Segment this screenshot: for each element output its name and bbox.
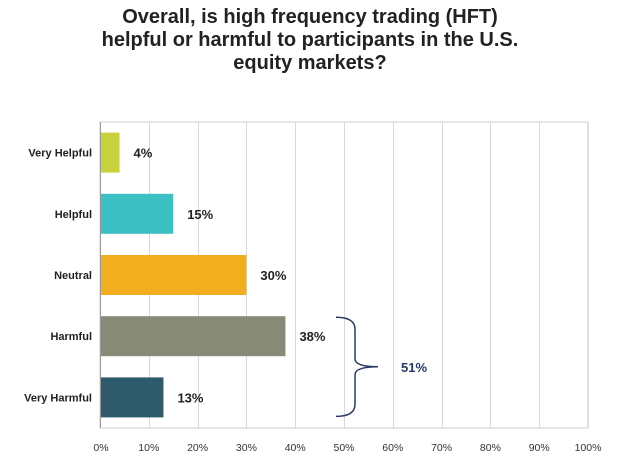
- value-label: 4%: [134, 146, 153, 161]
- bar: [101, 377, 164, 418]
- bar: [101, 132, 120, 173]
- category-label: Helpful: [55, 209, 92, 221]
- value-label: 15%: [187, 207, 213, 222]
- value-label: 30%: [260, 268, 286, 283]
- chart-title: Overall, is high frequency trading (HFT)…: [60, 6, 560, 75]
- x-tick-label: 40%: [285, 442, 306, 454]
- bracket-annotation: [335, 316, 379, 418]
- x-tick-label: 70%: [431, 442, 452, 454]
- bracket-label: 51%: [401, 360, 427, 375]
- x-tick-label: 50%: [333, 442, 354, 454]
- chart-title-line-1: Overall, is high frequency trading (HFT): [122, 6, 498, 28]
- x-tick-label: 0%: [93, 442, 108, 454]
- value-label: 38%: [299, 329, 325, 344]
- x-tick-label: 60%: [382, 442, 403, 454]
- x-tick-label: 80%: [480, 442, 501, 454]
- x-tick-label: 10%: [138, 442, 159, 454]
- category-label: Very Harmful: [24, 392, 92, 404]
- x-tick-label: 30%: [236, 442, 257, 454]
- chart-title-line-2: helpful or harmful to participants in th…: [101, 29, 519, 51]
- x-tick-label: 100%: [575, 442, 602, 454]
- category-label: Very Helpful: [28, 148, 92, 160]
- bar: [101, 255, 247, 295]
- category-label: Harmful: [50, 331, 92, 343]
- bar: [101, 193, 174, 234]
- x-tick-label: 20%: [187, 442, 208, 454]
- value-label: 13%: [177, 390, 203, 405]
- chart-title-line-3: equity markets?: [233, 52, 387, 74]
- category-label: Neutral: [54, 270, 92, 282]
- x-tick-label: 90%: [529, 442, 550, 454]
- bar: [101, 316, 286, 357]
